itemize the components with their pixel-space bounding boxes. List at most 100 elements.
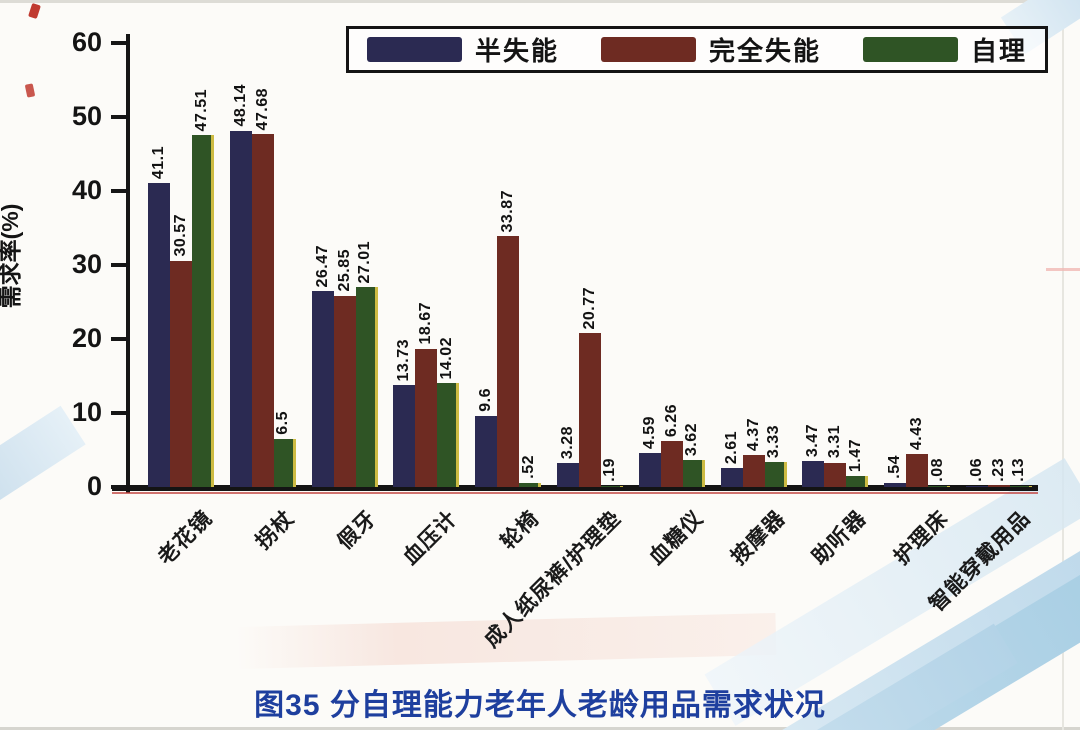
y-tick-label: 20 — [71, 323, 102, 353]
bar-value-label: 3.28 — [558, 425, 576, 459]
bar-group: 9.6 33.87 .52 轮椅 — [475, 43, 544, 554]
bar-group: 26.47 25.85 27.01 假牙 — [311, 43, 380, 554]
legend-item: 半失能 — [367, 31, 559, 68]
bar: 3.33 — [764, 425, 787, 487]
bar: 14.02 — [437, 337, 460, 487]
page-edge — [0, 0, 1080, 3]
bar: 47.68 — [251, 88, 274, 487]
bar: 27.01 — [355, 241, 378, 487]
bar-value-label: .19 — [601, 457, 619, 482]
bar-value-label: 47.68 — [253, 87, 271, 131]
bar-group: .54 4.43.08 护理床 — [884, 43, 953, 569]
y-tick-mark — [111, 115, 126, 119]
legend-label: 完全失能 — [708, 36, 821, 66]
bar-value-label: 6.26 — [662, 403, 680, 437]
bar-value-label: 25.85 — [335, 249, 353, 292]
bar-value-label: 20.77 — [580, 286, 598, 330]
bar-value-label: 4.59 — [640, 415, 658, 449]
bar-value-label: 2.61 — [722, 430, 740, 464]
bar: .08 — [928, 458, 951, 487]
bar-value-label: 3.62 — [683, 423, 701, 457]
bar: 33.87 — [497, 190, 520, 487]
y-tick-label: 60 — [71, 27, 102, 57]
y-tick-mark — [111, 411, 126, 415]
y-tick-label: 10 — [71, 397, 102, 427]
bar: 18.67 — [415, 302, 438, 487]
bar-group: 2.61 4.37 3.33 按摩器 — [720, 43, 789, 569]
scan-artifact-line — [1046, 268, 1080, 271]
bar: 3.47 — [802, 424, 825, 487]
plot-area: 41.1 30.57 47.51 老花镜 48.14 47.68 6.5 拐杖 26.47 25.… — [148, 43, 1035, 652]
bar: .52 — [519, 455, 542, 487]
bar-group: 48.14 47.68 6.5 拐杖 — [229, 43, 299, 554]
y-axis-line — [126, 34, 130, 493]
legend-item: 自理 — [862, 31, 1027, 68]
bar: 13.73 — [393, 339, 416, 487]
bar: 41.1 — [148, 146, 170, 487]
bar-value-label: 13.73 — [395, 338, 413, 382]
x-tick-label: 拐杖 — [251, 506, 299, 554]
bar-value-label: 3.31 — [826, 425, 844, 459]
bar-value-label: 41.1 — [150, 145, 167, 179]
bar-value-label: .13 — [1010, 457, 1028, 482]
bar: 6.5 — [273, 411, 296, 487]
y-tick-mark — [111, 485, 126, 489]
x-tick-label: 按摩器 — [726, 506, 790, 570]
bar-value-label: 9.6 — [477, 388, 495, 412]
page-edge — [0, 727, 1080, 730]
x-axis-line — [112, 485, 1038, 491]
bar: 4.43 — [906, 417, 929, 487]
bar: 2.61 — [720, 431, 743, 487]
y-tick-mark — [111, 337, 126, 341]
x-tick-label: 老花镜 — [153, 506, 217, 570]
bar: 3.31 — [824, 425, 847, 487]
bar-value-label: 48.14 — [231, 84, 249, 127]
bar: 47.51 — [192, 89, 214, 487]
bar: 9.6 — [475, 388, 498, 487]
bar-group: 4.59 6.26 3.62 血糖仪 — [638, 43, 708, 569]
legend-swatch — [862, 37, 958, 62]
bar-value-label: .23 — [989, 457, 1007, 482]
bar: 48.14 — [229, 84, 252, 487]
bar-value-label: 4.43 — [908, 417, 926, 451]
chart-caption: 图35 分自理能力老年人老龄用品需求状况 — [254, 689, 826, 722]
y-tick-mark — [111, 189, 126, 193]
y-tick-label: 30 — [71, 249, 102, 279]
bar: 4.59 — [638, 416, 661, 487]
x-tick-label: 假牙 — [333, 506, 381, 554]
bar-value-label: 4.37 — [744, 417, 762, 451]
bar-value-label: 18.67 — [417, 302, 435, 345]
bar: 26.47 — [311, 245, 334, 487]
legend-swatch — [367, 37, 462, 62]
y-axis-title-text: 需求率(%) — [0, 203, 23, 309]
bar-value-label: 30.57 — [172, 214, 189, 257]
bar: .13 — [1009, 458, 1032, 487]
bar-value-label: 3.33 — [765, 425, 783, 459]
bar: .54 — [884, 455, 907, 487]
bar: .19 — [600, 458, 623, 487]
y-axis-ticks: 0 10 20 30 40 50 60 — [0, 29, 126, 500]
bar-group: 3.28 20.77 .19 成人纸尿裤/护理垫 — [480, 43, 626, 652]
bar-value-label: .54 — [886, 455, 904, 479]
x-tick-label: 血糖仪 — [644, 506, 708, 570]
bar: .23 — [987, 458, 1010, 487]
bar-value-label: 1.47 — [846, 438, 864, 473]
bar-value-label: .52 — [519, 455, 537, 480]
legend-item: 完全失能 — [600, 31, 821, 68]
y-tick-mark — [111, 41, 126, 45]
x-tick-label: 血压计 — [399, 506, 463, 570]
x-tick-label: 轮椅 — [496, 506, 544, 554]
y-tick-label: 0 — [86, 471, 102, 501]
bar: 20.77 — [578, 287, 601, 487]
bar: 30.57 — [170, 214, 192, 487]
x-tick-label: 助听器 — [808, 506, 872, 570]
bar-value-label: .08 — [928, 457, 946, 482]
bar: 6.26 — [660, 404, 683, 487]
bar-group: 3.47 3.31 1.47 助听器 — [802, 43, 871, 569]
scan-artifact-mark — [28, 2, 41, 20]
legend-label: 自理 — [970, 36, 1027, 66]
legend-swatch — [600, 37, 696, 62]
bar-value-label: 6.5 — [274, 411, 292, 435]
y-tick-mark — [111, 263, 126, 267]
x-tick-label: 成人纸尿裤/护理垫 — [480, 506, 626, 653]
